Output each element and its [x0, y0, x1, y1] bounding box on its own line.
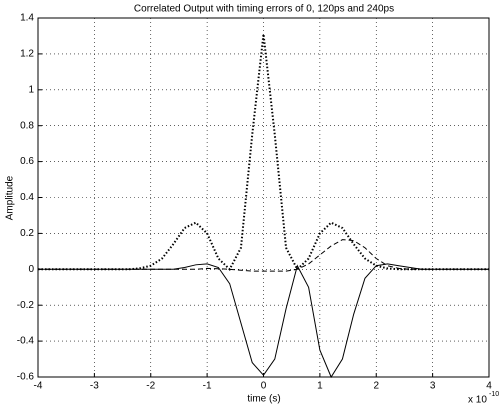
x-tick-label: 3	[430, 381, 436, 392]
y-tick-label: -0.2	[17, 300, 35, 311]
y-tick-label: 1.4	[20, 13, 34, 24]
x-tick-label: -1	[203, 381, 212, 392]
plot-frame	[37, 17, 490, 378]
x-scale-exponent: -10	[489, 391, 499, 398]
x-tick-label: -2	[146, 381, 155, 392]
y-tick-label: 1.2	[20, 49, 34, 60]
x-tick-label: -4	[34, 381, 43, 392]
y-tick-label: -0.6	[17, 372, 35, 383]
y-tick-label: 1	[28, 84, 34, 95]
y-axis-label: Amplitude	[5, 175, 16, 220]
x-tick-label: 1	[317, 381, 323, 392]
data-line	[38, 239, 489, 272]
x-axis-label: time (s)	[247, 394, 280, 405]
y-tick-label: -0.4	[17, 336, 35, 347]
y-tick-label: 0.6	[20, 156, 34, 167]
x-tick-label: 0	[261, 381, 267, 392]
y-tick-label: 0	[28, 264, 34, 275]
y-tick-label: 0.8	[20, 120, 34, 131]
y-tick-label: 0.4	[20, 192, 34, 203]
x-scale-base: x 10	[468, 395, 487, 406]
x-tick-label: 2	[373, 381, 379, 392]
x-tick-label: 4	[486, 381, 492, 392]
y-tick-label: 0.2	[20, 228, 34, 239]
chart-title: Correlated Output with timing errors of …	[134, 4, 394, 15]
x-tick-label: -3	[90, 381, 99, 392]
